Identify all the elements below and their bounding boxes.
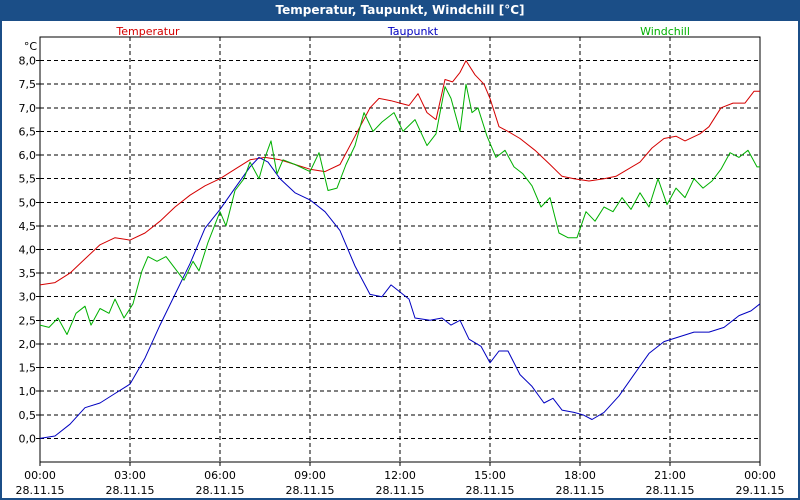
y-tick-label: 3,5: [19, 267, 37, 280]
x-tick-date: 28.11.15: [286, 484, 335, 497]
x-tick-date: 28.11.15: [16, 484, 65, 497]
y-tick-label: 0,5: [19, 409, 37, 422]
y-tick-label: 5,5: [19, 173, 37, 186]
y-tick-label: 7,0: [19, 102, 37, 115]
x-tick-time: 09:00: [294, 469, 326, 482]
x-tick-date: 28.11.15: [196, 484, 245, 497]
series-line-temperatur: [39, 60, 760, 286]
y-tick-label: 6,0: [19, 149, 37, 162]
y-tick-label: 7,5: [19, 78, 37, 91]
y-tick-label: 1,5: [19, 362, 37, 375]
legend-temperatur: Temperatur: [115, 25, 180, 38]
y-tick-label: 6,5: [19, 125, 37, 138]
y-tick-label: 2,5: [19, 314, 37, 327]
x-tick-date: 28.11.15: [376, 484, 425, 497]
x-tick-date: 29.11.15: [736, 484, 785, 497]
y-tick-label: 3,0: [19, 291, 37, 304]
x-tick-time: 18:00: [564, 469, 596, 482]
y-tick-label: 4,5: [19, 220, 37, 233]
x-tick-time: 00:00: [744, 469, 776, 482]
y-tick-label: 5,0: [19, 196, 37, 209]
y-tick-label: 4,0: [19, 244, 37, 257]
x-tick-date: 28.11.15: [556, 484, 605, 497]
x-tick-time: 00:00: [24, 469, 56, 482]
x-tick-time: 12:00: [384, 469, 416, 482]
y-tick-label: 8,0: [19, 55, 37, 68]
window-title: Temperatur, Taupunkt, Windchill [°C]: [275, 3, 525, 17]
legend-taupunkt: Taupunkt: [387, 25, 439, 38]
x-tick-time: 06:00: [204, 469, 236, 482]
y-tick-label: 2,0: [19, 338, 37, 351]
y-tick-label: 1,0: [19, 385, 37, 398]
x-tick-date: 28.11.15: [646, 484, 695, 497]
legend-windchill: Windchill: [640, 25, 690, 38]
y-tick-label: 0,0: [19, 432, 37, 445]
x-tick-date: 28.11.15: [106, 484, 155, 497]
series-line-windchill: [39, 83, 760, 335]
x-tick-time: 21:00: [654, 469, 686, 482]
x-tick-date: 28.11.15: [466, 484, 515, 497]
x-tick-time: 03:00: [114, 469, 146, 482]
y-axis-label: °C: [24, 40, 38, 53]
plot-border: [39, 36, 761, 463]
x-tick-time: 15:00: [474, 469, 506, 482]
